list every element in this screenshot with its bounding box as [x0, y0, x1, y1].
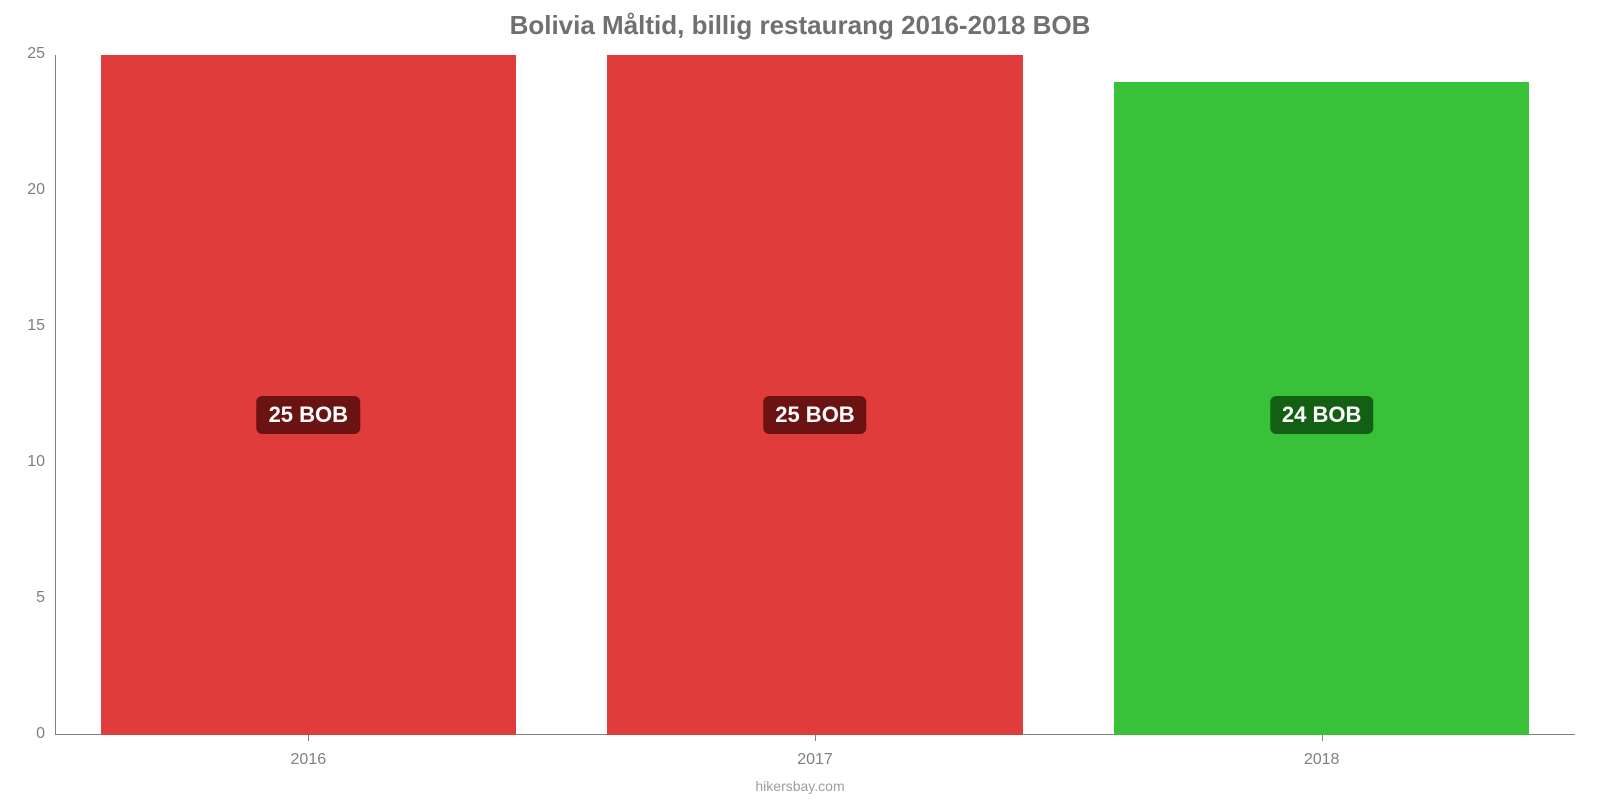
- bars-wrap: 25 BOB 25 BOB 24 BOB: [55, 55, 1575, 735]
- x-tick-label: 2016: [268, 751, 348, 769]
- chart-title: Bolivia Måltid, billig restaurang 2016-2…: [0, 10, 1600, 41]
- bar-slot: 24 BOB: [1068, 55, 1575, 735]
- bar: 24 BOB: [1114, 82, 1529, 735]
- y-tick-label: 15: [5, 317, 45, 335]
- y-tick-label: 10: [5, 453, 45, 471]
- attribution-text: hikersbay.com: [0, 778, 1600, 794]
- y-tick-label: 25: [5, 45, 45, 63]
- bar: 25 BOB: [607, 55, 1022, 735]
- x-tick-label: 2018: [1282, 751, 1362, 769]
- bar-slot: 25 BOB: [562, 55, 1069, 735]
- x-tick-mark: [1322, 735, 1323, 741]
- chart-title-text: Bolivia Måltid, billig restaurang 2016-2…: [510, 10, 1091, 40]
- chart-container: Bolivia Måltid, billig restaurang 2016-2…: [0, 0, 1600, 800]
- y-tick-label: 5: [5, 589, 45, 607]
- bar-slot: 25 BOB: [55, 55, 562, 735]
- bar: 25 BOB: [101, 55, 516, 735]
- value-badge: 24 BOB: [1270, 396, 1373, 434]
- value-badge: 25 BOB: [257, 396, 360, 434]
- plot-area: 25 BOB25 BOB24 BOB 051015202520162017201…: [55, 55, 1575, 735]
- attribution-label: hikersbay.com: [755, 778, 844, 794]
- x-tick-mark: [815, 735, 816, 741]
- value-badge: 25 BOB: [763, 396, 866, 434]
- y-tick-label: 0: [5, 725, 45, 743]
- y-tick-label: 20: [5, 181, 45, 199]
- x-tick-label: 2017: [775, 751, 855, 769]
- x-tick-mark: [308, 735, 309, 741]
